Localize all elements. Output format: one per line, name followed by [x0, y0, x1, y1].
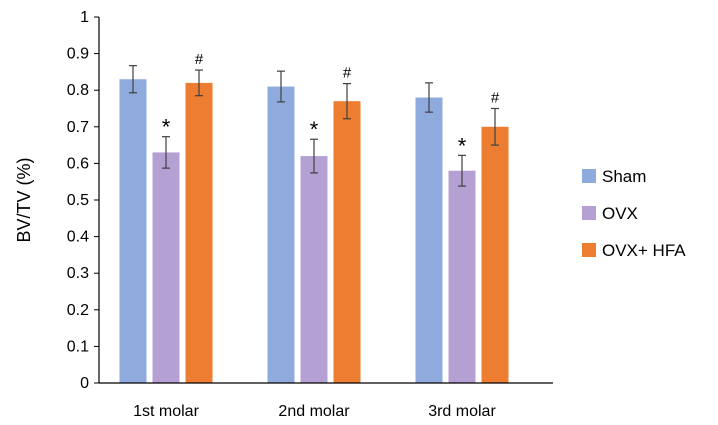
- bar: [300, 156, 328, 383]
- y-tick-label: 0.8: [67, 82, 89, 99]
- legend-label: OVX: [602, 204, 638, 223]
- y-tick-label: 0.5: [67, 192, 89, 209]
- y-tick-label: 0.3: [67, 265, 89, 282]
- x-axis-labels: 1st molar 2nd molar 3rd molar: [133, 403, 496, 420]
- bar: [267, 86, 295, 383]
- bar: [185, 82, 213, 383]
- legend-label: Sham: [602, 167, 646, 186]
- axes: [98, 17, 553, 384]
- y-tick-label: 0.4: [67, 229, 89, 246]
- error-bars: [129, 65, 499, 187]
- significance-star: *: [310, 117, 319, 142]
- y-tick-label: 1: [80, 9, 89, 26]
- bar: [333, 101, 361, 384]
- legend-swatch: [582, 169, 596, 183]
- bar: [415, 97, 443, 384]
- bar: [152, 152, 180, 383]
- bars: [119, 79, 509, 384]
- significance-hash: #: [343, 65, 352, 82]
- bar: [119, 79, 147, 383]
- significance-hash: #: [195, 51, 204, 68]
- legend-swatch: [582, 206, 596, 220]
- y-tick-label: 0: [80, 375, 89, 392]
- bar: [448, 170, 476, 383]
- significance-star: *: [162, 115, 171, 140]
- x-category-label: 2nd molar: [278, 403, 350, 420]
- y-axis-title: BV/TV (%): [14, 157, 34, 242]
- legend: Sham OVX OVX+ HFA: [582, 167, 686, 260]
- significance-hash: #: [491, 90, 500, 107]
- x-category-label: 1st molar: [133, 403, 199, 420]
- y-tick-label: 0.9: [67, 46, 89, 63]
- y-tick-label: 0.2: [67, 302, 89, 319]
- significance-annotations: * # * # * #: [162, 51, 500, 158]
- y-tick-label: 0.6: [67, 155, 89, 172]
- y-tick-label: 0.1: [67, 338, 89, 355]
- legend-label: OVX+ HFA: [602, 241, 686, 260]
- y-tick-label: 0.7: [67, 119, 89, 136]
- significance-star: *: [458, 133, 467, 158]
- legend-swatch: [582, 243, 596, 257]
- bar: [481, 126, 509, 384]
- y-axis-ticks: 0 0.1 0.2 0.3 0.4 0.5 0.6 0.7 0.8 0.9 1: [67, 9, 99, 392]
- x-category-label: 3rd molar: [428, 403, 496, 420]
